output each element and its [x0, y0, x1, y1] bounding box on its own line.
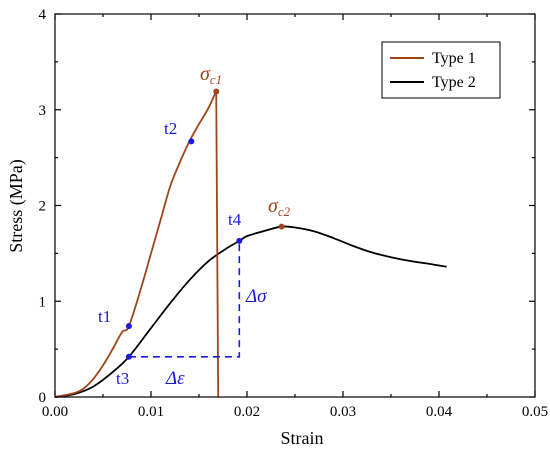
legend-box — [381, 41, 501, 99]
legend-label-type-1: Type 1 — [432, 50, 476, 67]
legend-label-type-2: Type 2 — [432, 74, 476, 91]
delta-guide-lines — [128, 240, 241, 358]
y-axis-title: Stress (MPa) — [6, 159, 27, 253]
marker-point-2 — [188, 138, 195, 145]
label-t3: t3 — [116, 369, 129, 388]
legend: Type 1 Type 2 — [381, 41, 501, 99]
label-t2: t2 — [164, 119, 177, 138]
x-tick-label: 0.02 — [234, 404, 260, 420]
series-line-type-2 — [54, 225, 447, 398]
x-tick-label: 0.03 — [330, 404, 356, 420]
y-tick-label: 2 — [39, 199, 47, 215]
marker-point-5 — [213, 88, 220, 95]
x-tick-label: 0.00 — [42, 404, 68, 420]
x-tick-label: 0.01 — [138, 404, 164, 420]
plot-area — [54, 88, 447, 398]
y-tick-label: 1 — [39, 294, 47, 310]
x-tick-label: 0.05 — [522, 404, 548, 420]
marker-point-6 — [278, 223, 285, 230]
x-tick-label: 0.04 — [426, 404, 453, 420]
label-delta-sigma: Δσ — [245, 286, 267, 307]
marker-points — [125, 88, 285, 360]
marker-point-1 — [125, 323, 132, 330]
marker-point-4 — [236, 237, 243, 244]
y-tick-label: 4 — [39, 7, 47, 23]
label-sigma-c2: σc2 — [268, 195, 291, 219]
axis-ticks: 0.00 0.01 0.02 0.03 0.04 0.05 0 1 2 3 4 — [39, 7, 549, 420]
label-sigma-c1: σc1 — [200, 63, 222, 87]
y-tick-label: 3 — [39, 103, 47, 119]
x-axis-title: Strain — [281, 428, 324, 448]
marker-point-3 — [125, 353, 132, 360]
label-t4: t4 — [228, 210, 242, 229]
point-labels: t1 t2 t3 t4 σc1 σc2 Δσ Δε — [98, 63, 291, 389]
label-t1: t1 — [98, 307, 111, 326]
y-tick-label: 0 — [39, 390, 47, 406]
label-delta-epsilon: Δε — [165, 368, 185, 389]
series-line-type-1 — [54, 89, 220, 398]
